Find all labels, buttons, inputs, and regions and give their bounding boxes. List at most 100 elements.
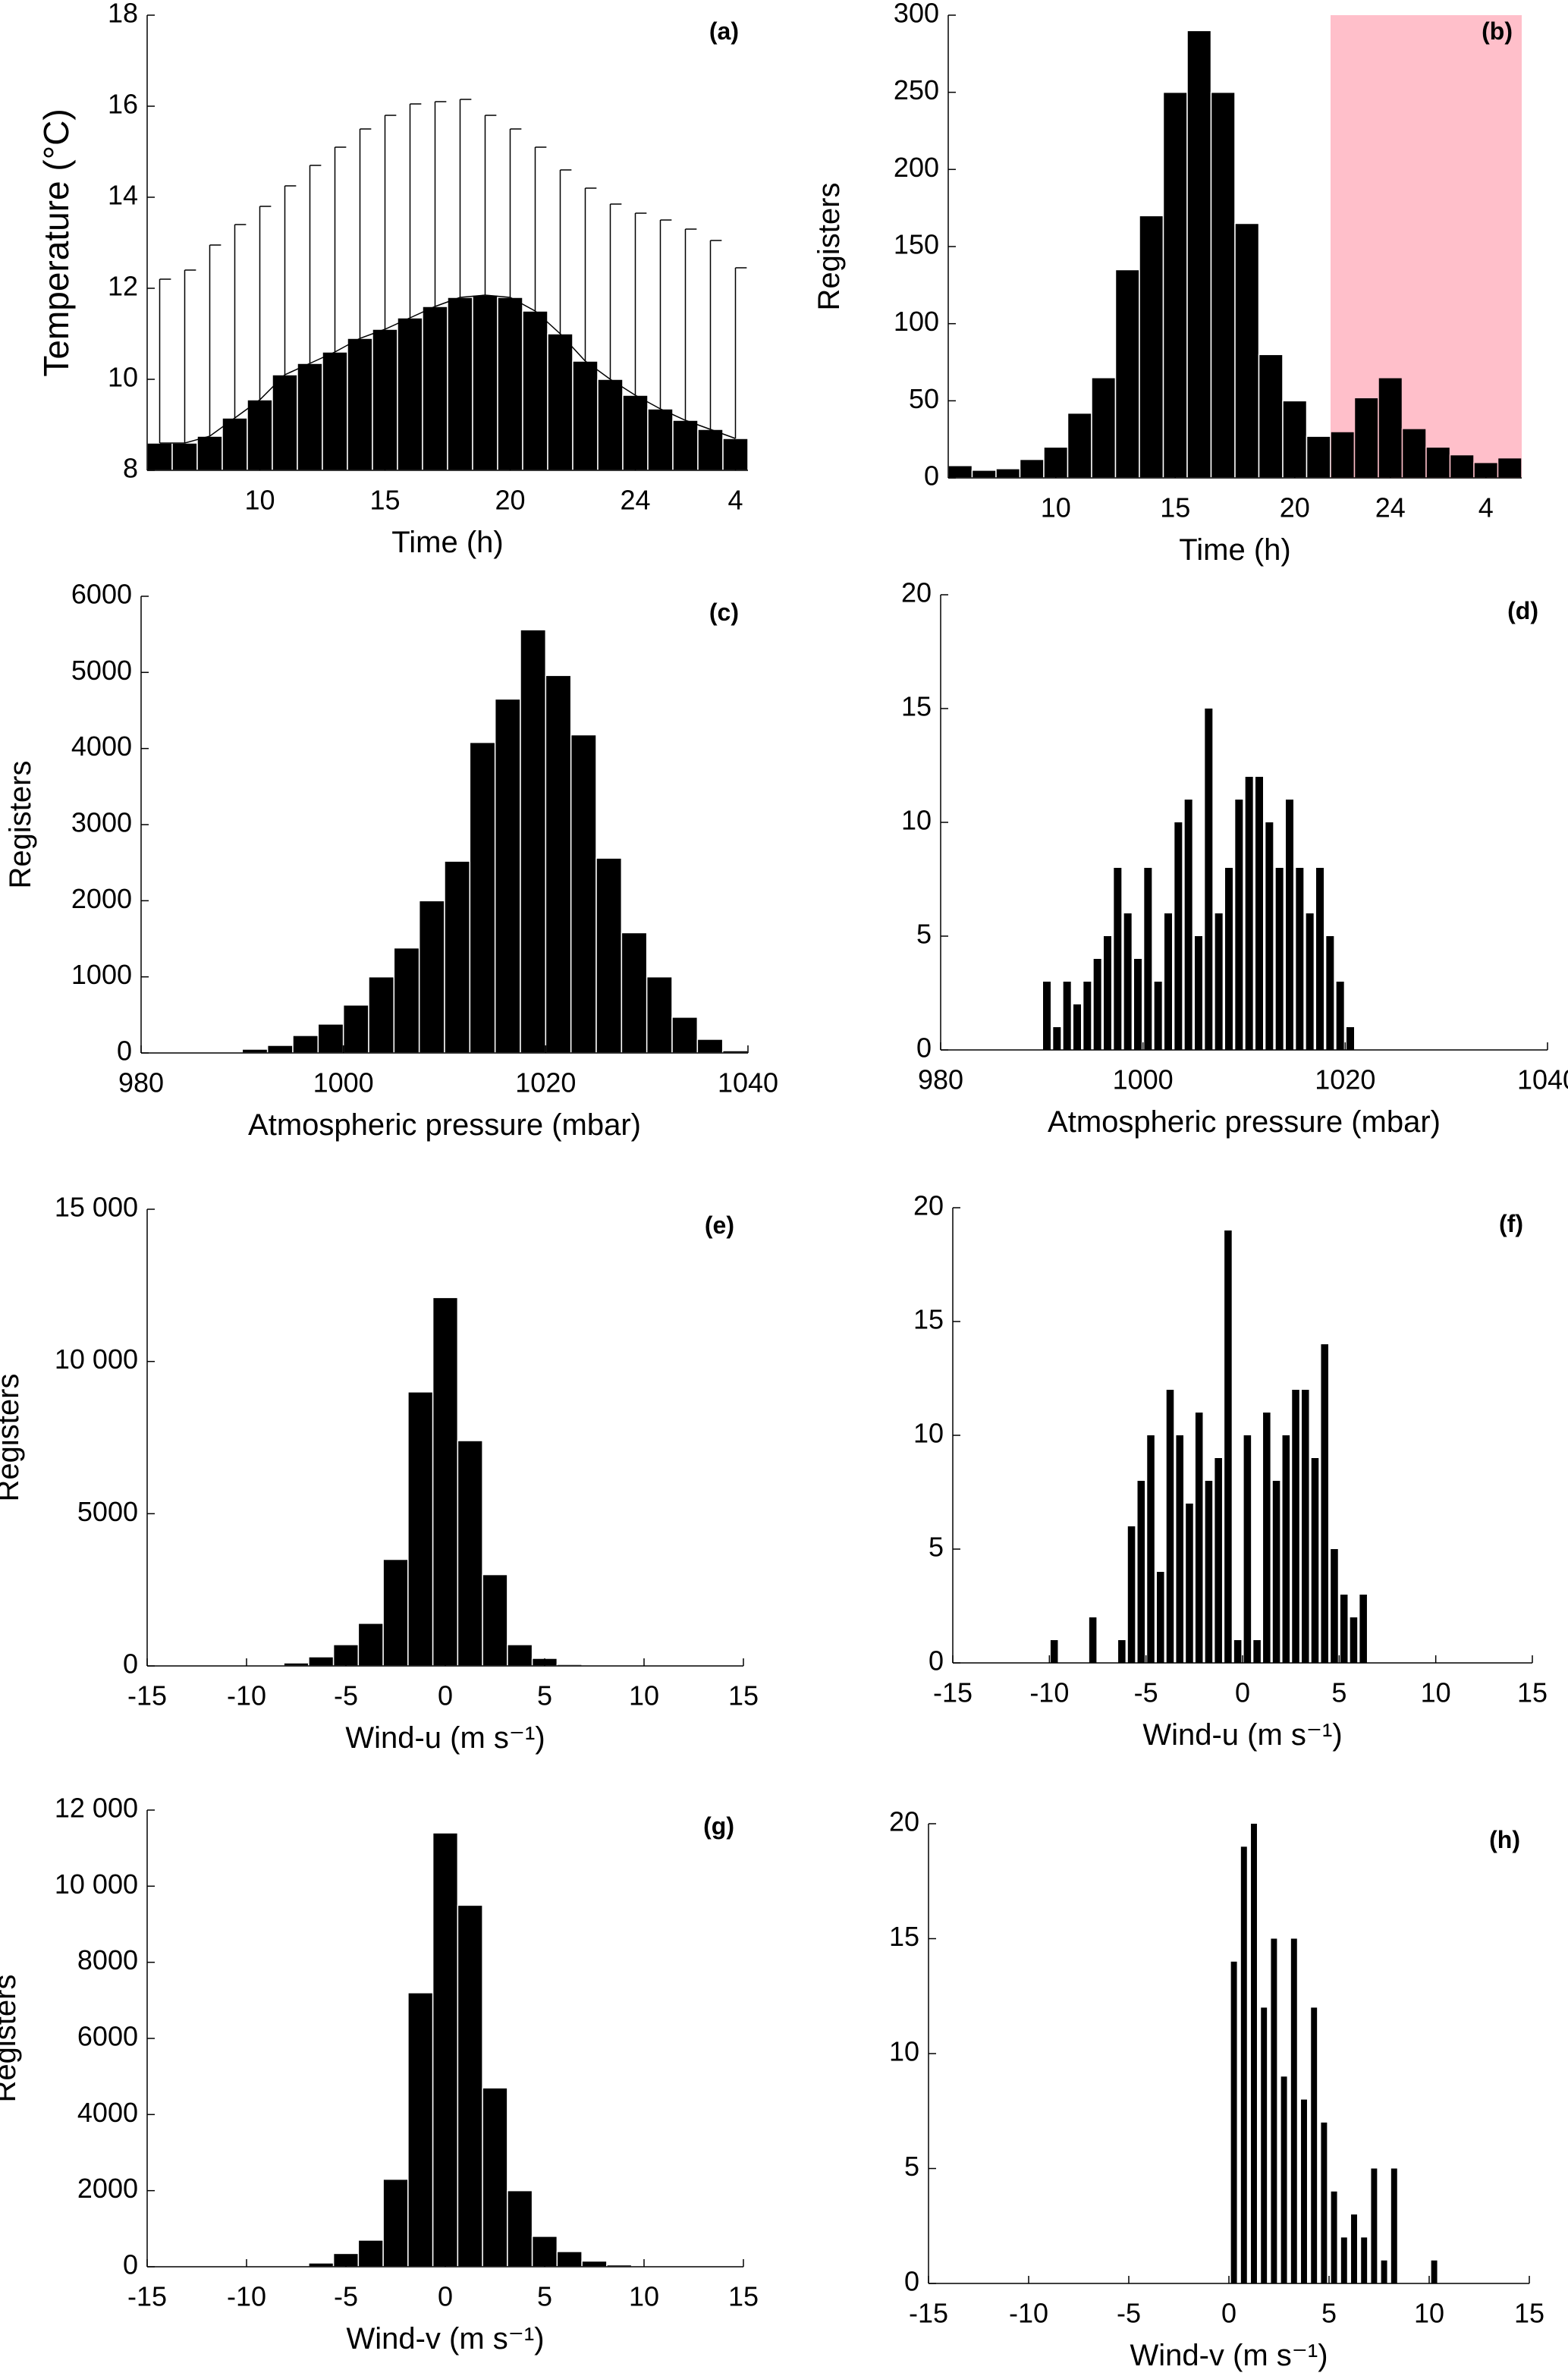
histogram-bar [1243, 1435, 1252, 1663]
panel: -15 -10 -5 0 5 10 15 0 5 10 15 20 (h) Wind-v (m s⁻¹) [889, 1806, 1544, 2372]
panel: -15 -10 -5 0 5 10 15 0 5 10 15 20 (f) Wind-u (m s⁻¹) [913, 1190, 1548, 1752]
histogram-bar [1361, 2237, 1368, 2283]
x-tick-label: -10 [1029, 1677, 1069, 1708]
histogram-bar [1147, 1435, 1155, 1663]
histogram-bar [1316, 868, 1324, 1050]
y-tick-label: 0 [117, 1036, 132, 1067]
x-axis-title: Wind-v (m s⁻¹) [1130, 2339, 1328, 2372]
bar [1306, 435, 1331, 479]
histogram-bar [1195, 1413, 1203, 1663]
bar [1019, 458, 1045, 479]
y-tick-label: 250 [894, 74, 939, 105]
bar [1162, 91, 1188, 479]
x-tick-label: 0 [438, 1680, 453, 1711]
x-tick-label: -5 [1134, 1677, 1158, 1708]
bar [697, 429, 724, 471]
y-tick-label: 20 [901, 577, 932, 608]
histogram-bar [1296, 868, 1304, 1050]
bar [1139, 215, 1164, 479]
y-tick-label: 0 [929, 1645, 944, 1677]
histogram-bar [545, 674, 572, 1054]
histogram-bar [1063, 982, 1071, 1050]
bar [196, 435, 223, 471]
y-tick-label: 3000 [71, 807, 132, 838]
histogram-bar [1154, 982, 1162, 1050]
histogram-bar [1351, 2214, 1357, 2283]
x-tick-label: -10 [227, 2281, 266, 2312]
histogram-bar [1156, 1572, 1164, 1663]
histogram-bar [1073, 1004, 1081, 1050]
bar [322, 351, 348, 471]
x-tick-label: 10 [1421, 1677, 1451, 1708]
histogram-bar [1261, 2007, 1268, 2283]
y-tick-label: 0 [924, 460, 939, 492]
histogram-bar [1321, 1344, 1329, 1663]
bar [1282, 400, 1308, 479]
histogram-bar [407, 1391, 434, 1667]
bar [622, 394, 649, 471]
histogram-bar [1346, 1027, 1354, 1050]
histogram-bar [1301, 2099, 1307, 2283]
x-tick-label: 24 [620, 485, 650, 516]
y-tick-label: 15 [901, 691, 932, 722]
histogram-bar [357, 2239, 384, 2268]
y-tick-label: 0 [916, 1032, 932, 1064]
histogram-bar [1290, 1938, 1297, 2283]
histogram-bar [1240, 1846, 1247, 2283]
histogram-bar [308, 2262, 335, 2268]
y-tick-label: 5 [929, 1532, 944, 1563]
histogram-bar [357, 1623, 384, 1667]
x-tick-label: 0 [1235, 1677, 1250, 1708]
histogram-bar [1311, 1458, 1319, 1663]
y-axis-title: Registers [4, 761, 37, 889]
y-axis-title: Registers [0, 1975, 22, 2103]
histogram-bar [393, 947, 420, 1054]
y-tick-label: 8000 [77, 1944, 138, 1975]
x-tick-label: 980 [118, 1067, 164, 1098]
panel: 10 15 20 24 4 8 10 12 14 16 18 (a) Time (h) Temperatu… [36, 0, 749, 559]
histogram-bar [1340, 1595, 1348, 1663]
histogram-bar [482, 2087, 508, 2268]
bar [372, 328, 398, 471]
bar [397, 317, 423, 471]
histogram-bar [382, 2178, 409, 2268]
y-tick-label: 10 [108, 362, 138, 393]
x-tick-label: 15 [369, 485, 400, 516]
y-tick-label: 20 [913, 1190, 944, 1221]
y-tick-label: 12 000 [55, 1793, 138, 1824]
bar [472, 294, 498, 471]
x-tick-label: -10 [1009, 2298, 1048, 2329]
panel-label: (f) [1499, 1210, 1523, 1237]
histogram-bar [1331, 1549, 1338, 1663]
histogram-bar [507, 1644, 533, 1667]
histogram-bar [581, 2260, 608, 2268]
bar [572, 360, 599, 471]
bar [597, 379, 624, 471]
histogram-bar [1431, 2260, 1438, 2283]
x-tick-label: 15 [728, 1680, 759, 1711]
x-tick-label: 20 [1280, 492, 1310, 523]
y-tick-label: 300 [894, 0, 939, 29]
histogram-bar [1114, 868, 1122, 1050]
x-tick-label: -5 [334, 1680, 358, 1711]
histogram-bar [1176, 1435, 1184, 1663]
y-tick-label: 6000 [71, 579, 132, 610]
bar [247, 399, 273, 471]
y-tick-label: 150 [894, 229, 939, 260]
y-tick-label: 4000 [71, 731, 132, 762]
y-tick-label: 20 [889, 1806, 919, 1837]
x-tick-label: 1040 [1517, 1064, 1568, 1095]
y-tick-label: 14 [108, 180, 138, 211]
histogram-bar [1331, 2191, 1337, 2283]
x-tick-label: -5 [334, 2281, 358, 2312]
histogram-bar [317, 1023, 344, 1054]
x-tick-label: 20 [495, 485, 525, 516]
x-tick-label: -15 [127, 2281, 167, 2312]
y-tick-label: 5 [916, 919, 932, 950]
panel-label: (b) [1482, 17, 1513, 45]
histogram-bar [646, 976, 673, 1054]
histogram-bar [1186, 1504, 1193, 1663]
x-tick-label: 15 [728, 2281, 759, 2312]
y-axis-title: Temperature (°C) [36, 108, 76, 376]
x-tick-label: 1020 [1315, 1064, 1375, 1095]
